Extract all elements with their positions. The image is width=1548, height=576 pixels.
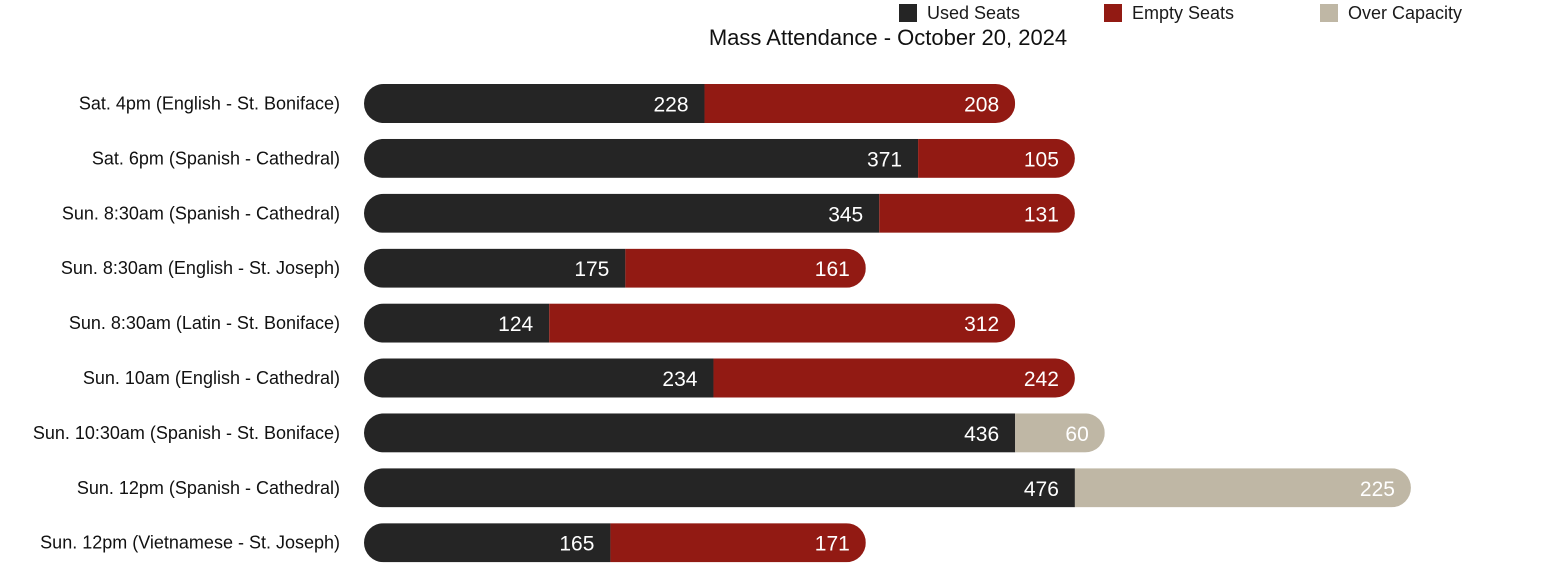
bar-empty-seats bbox=[918, 138, 1075, 178]
bar-used-seats bbox=[364, 193, 880, 233]
bar-empty-seats bbox=[610, 523, 866, 563]
data-label-used-seats: 175 bbox=[574, 258, 609, 281]
legend-label-over-capacity: Over Capacity bbox=[1348, 2, 1463, 23]
bar-empty-seats bbox=[704, 84, 1016, 123]
bar-used-seats bbox=[364, 138, 919, 178]
category-label: Sun. 10am (English - Cathedral) bbox=[83, 368, 340, 388]
data-label-used-seats: 436 bbox=[964, 423, 999, 446]
bar-used-seats bbox=[364, 84, 705, 123]
bar-empty-seats bbox=[713, 358, 1075, 398]
data-label-empty-seats: 131 bbox=[1024, 203, 1059, 226]
legend-swatch-used-seats bbox=[899, 4, 917, 22]
data-label-used-seats: 234 bbox=[662, 368, 697, 391]
bar-used-seats bbox=[364, 303, 550, 343]
data-label-used-seats: 345 bbox=[828, 203, 863, 226]
bar-row bbox=[364, 413, 1105, 453]
data-label-used-seats: 165 bbox=[559, 533, 594, 556]
category-label: Sat. 4pm (English - St. Boniface) bbox=[79, 94, 340, 114]
data-label-used-seats: 228 bbox=[653, 94, 688, 117]
chart-title: Mass Attendance - October 20, 2024 bbox=[708, 25, 1068, 50]
data-label-used-seats: 476 bbox=[1024, 478, 1059, 501]
data-label-empty-seats: 242 bbox=[1024, 368, 1059, 391]
bar-used-seats bbox=[364, 358, 714, 398]
legend-swatch-empty-seats bbox=[1104, 4, 1122, 22]
data-label-empty-seats: 312 bbox=[964, 313, 999, 336]
bar-row bbox=[364, 358, 1075, 398]
bar-row bbox=[364, 248, 866, 288]
legend-item-used-seats: Used Seats bbox=[899, 2, 1020, 24]
category-label: Sun. 8:30am (Spanish - Cathedral) bbox=[62, 203, 340, 223]
bar-used-seats bbox=[364, 413, 1016, 453]
category-label: Sun. 8:30am (English - St. Joseph) bbox=[61, 258, 340, 278]
data-label-used-seats: 124 bbox=[498, 313, 533, 336]
data-label-empty-seats: 208 bbox=[964, 94, 999, 117]
category-label: Sun. 8:30am (Latin - St. Boniface) bbox=[69, 313, 340, 333]
category-label: Sat. 6pm (Spanish - Cathedral) bbox=[92, 148, 340, 168]
legend-item-over-capacity: Over Capacity bbox=[1320, 2, 1462, 24]
bar-row bbox=[364, 303, 1016, 343]
legend-label-used-seats: Used Seats bbox=[927, 2, 1021, 23]
data-label-over-capacity: 225 bbox=[1360, 478, 1395, 501]
bar-used-seats bbox=[364, 468, 1075, 508]
bar-used-seats bbox=[364, 248, 626, 288]
bar-row bbox=[364, 523, 866, 563]
data-label-over-capacity: 60 bbox=[1065, 423, 1088, 446]
bar-over-capacity bbox=[1074, 468, 1411, 508]
data-label-used-seats: 371 bbox=[867, 148, 902, 171]
bar-empty-seats bbox=[549, 303, 1016, 343]
category-label: Sun. 12pm (Spanish - Cathedral) bbox=[77, 478, 340, 498]
legend-label-empty-seats: Empty Seats bbox=[1132, 2, 1235, 23]
legend-item-empty-seats: Empty Seats bbox=[1104, 2, 1234, 24]
legend-swatch-over-capacity bbox=[1320, 4, 1338, 22]
bar-row bbox=[364, 84, 1016, 123]
category-label: Sun. 10:30am (Spanish - St. Boniface) bbox=[33, 423, 340, 443]
bar-row bbox=[364, 193, 1075, 233]
bar-empty-seats bbox=[879, 193, 1075, 233]
bar-empty-seats bbox=[625, 248, 866, 288]
data-label-empty-seats: 105 bbox=[1024, 148, 1059, 171]
bar-row bbox=[364, 468, 1411, 508]
bar-over-capacity bbox=[1015, 413, 1105, 453]
category-label: Sun. 12pm (Vietnamese - St. Joseph) bbox=[40, 533, 340, 553]
bar-used-seats bbox=[364, 523, 611, 563]
bar-row bbox=[364, 138, 1075, 178]
data-label-empty-seats: 171 bbox=[815, 533, 850, 556]
data-label-empty-seats: 161 bbox=[815, 258, 850, 281]
